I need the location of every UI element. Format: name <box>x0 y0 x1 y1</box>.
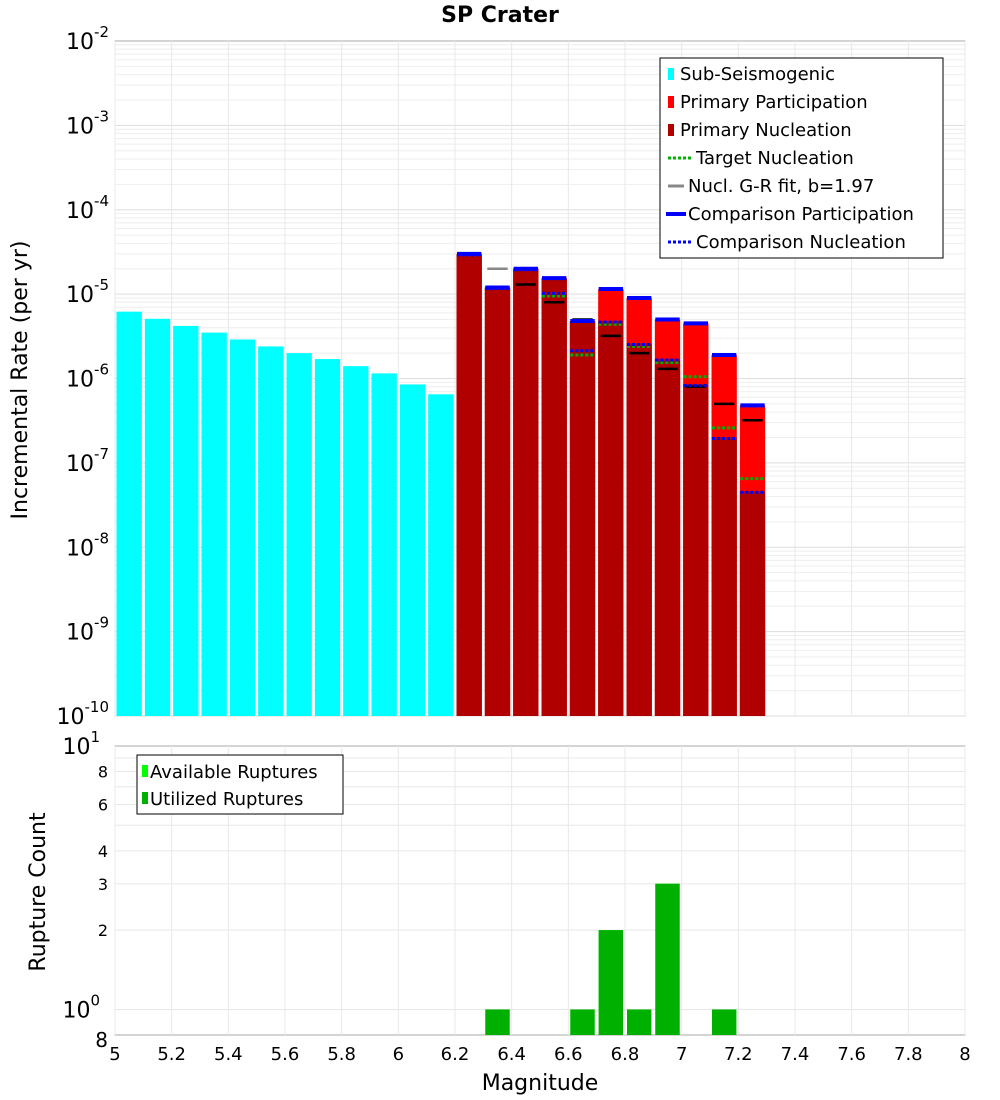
legend-swatch <box>142 792 148 804</box>
rate-legend: Sub-Seismogenic Primary Participation Prim… <box>659 57 944 259</box>
rate-y-axis-label: Incremental Rate (per yr) <box>8 241 33 520</box>
utilized-ruptures-bar <box>655 883 680 1035</box>
sub-seismogenic-bar <box>258 346 284 716</box>
legend-label: Comparison Nucleation <box>696 232 906 253</box>
count-legend: Available Ruptures Utilized Ruptures <box>136 754 344 815</box>
x-tick-label: 5.6 <box>271 1044 300 1065</box>
primary-nucleation-bar <box>711 437 737 716</box>
legend-swatch <box>668 96 674 108</box>
sub-seismogenic-bar <box>229 339 256 716</box>
rate-bars <box>116 253 766 716</box>
count-y-ticks: 8 6 4 3 2 8 101 100 <box>62 728 108 1052</box>
utilized-ruptures-bar <box>485 1009 510 1035</box>
sub-seismogenic-bar <box>286 353 312 716</box>
sub-seismogenic-bar <box>428 394 454 716</box>
x-tick-label: 7.8 <box>894 1044 923 1065</box>
primary-nucleation-bar <box>598 321 624 716</box>
primary-nucleation-bar <box>683 384 709 716</box>
x-tick-label: 6.4 <box>497 1044 526 1065</box>
rate-y-tick-label: 10-5 <box>66 276 109 308</box>
sub-seismogenic-bar <box>343 366 369 716</box>
count-y-tick-label: 2 <box>98 921 108 940</box>
utilized-ruptures-bar <box>598 930 623 1035</box>
rate-legend-box <box>659 57 944 259</box>
primary-nucleation-bar <box>541 278 567 716</box>
count-y-tick-label: 8 <box>98 763 108 782</box>
count-bars <box>485 883 737 1035</box>
primary-nucleation-bar <box>626 343 652 716</box>
x-tick-label: 7 <box>676 1044 687 1065</box>
rate-y-tick-label: 10-4 <box>66 192 109 224</box>
primary-nucleation-bar <box>654 359 681 716</box>
sub-seismogenic-bar <box>116 311 142 716</box>
count-panel: 8 6 4 3 2 8 101 100 5 5.2 5.4 5.6 5.8 6 6.2 6.4 6.6 6.8 7… <box>26 728 971 1096</box>
primary-nucleation-bar <box>513 268 539 716</box>
count-y-tick-label: 101 <box>62 728 100 760</box>
chart-title: SP Crater <box>441 3 559 28</box>
rate-y-tick-label: 10-7 <box>66 445 109 477</box>
count-y-tick-label: 4 <box>98 842 108 861</box>
count-x-ticks: 5 5.2 5.4 5.6 5.8 6 6.2 6.4 6.6 6.8 7 7.2 7.4 7.6 7.8 8 <box>109 1044 970 1065</box>
x-tick-label: 6.6 <box>554 1044 583 1065</box>
count-y-tick-label: 6 <box>98 795 108 814</box>
utilized-ruptures-bar <box>627 1009 652 1035</box>
legend-label: Utilized Ruptures <box>150 789 303 810</box>
rate-y-tick-label: 10-2 <box>66 23 109 55</box>
primary-nucleation-bar <box>569 321 596 716</box>
legend-label: Primary Nucleation <box>680 120 852 141</box>
x-tick-label: 7.2 <box>724 1044 753 1065</box>
rate-y-tick-label: 10-8 <box>66 529 109 561</box>
rate-y-tick-label: 10-6 <box>66 361 109 393</box>
x-tick-label: 6.8 <box>611 1044 640 1065</box>
utilized-ruptures-bar <box>570 1009 595 1035</box>
x-tick-label: 5 <box>109 1044 120 1065</box>
legend-label: Target Nucleation <box>695 148 854 169</box>
count-y-tick-label: 100 <box>62 991 100 1023</box>
x-tick-label: 7.6 <box>837 1044 866 1065</box>
sub-seismogenic-bar <box>201 332 227 716</box>
rate-panel: 10-2 10-3 10-4 10-5 10-6 10-7 10-8 10-9 10-10 In… <box>8 23 966 730</box>
rate-markers <box>457 251 765 494</box>
x-tick-label: 5.2 <box>157 1044 186 1065</box>
x-tick-label: 5.4 <box>214 1044 243 1065</box>
x-tick-label: 7.4 <box>781 1044 810 1065</box>
count-y-tick-label: 8 <box>95 1028 108 1052</box>
legend-swatch <box>142 765 148 777</box>
x-tick-label: 6.2 <box>441 1044 470 1065</box>
x-tick-label: 8 <box>959 1044 970 1065</box>
utilized-ruptures-bar <box>712 1009 737 1035</box>
primary-nucleation-bar <box>456 253 482 716</box>
legend-swatch <box>668 68 674 80</box>
primary-nucleation-bar <box>484 287 511 716</box>
sub-seismogenic-bar <box>173 325 199 716</box>
legend-label: Sub-Seismogenic <box>680 64 835 85</box>
sub-seismogenic-bar <box>371 373 397 716</box>
x-axis-label: Magnitude <box>482 1071 599 1096</box>
rate-y-ticks: 10-2 10-3 10-4 10-5 10-6 10-7 10-8 10-9 10-10 <box>57 23 110 730</box>
legend-label: Comparison Participation <box>688 204 914 225</box>
count-y-axis-label: Rupture Count <box>26 812 51 972</box>
rate-y-tick-label: 10-9 <box>66 614 109 646</box>
legend-label: Nucl. G-R fit, b=1.97 <box>688 176 874 197</box>
count-legend-box <box>136 754 344 815</box>
rate-y-tick-label: 10-10 <box>57 698 110 730</box>
legend-label: Available Ruptures <box>150 762 318 783</box>
legend-swatch <box>668 124 674 136</box>
legend-label: Primary Participation <box>680 92 868 113</box>
sub-seismogenic-bar <box>314 359 341 716</box>
primary-nucleation-bar <box>739 491 766 716</box>
sub-seismogenic-bar <box>399 384 426 716</box>
count-y-tick-label: 3 <box>98 875 108 894</box>
rate-y-tick-label: 10-3 <box>66 107 109 139</box>
x-tick-label: 6 <box>393 1044 404 1065</box>
sub-seismogenic-bar <box>144 318 171 716</box>
x-tick-label: 5.8 <box>327 1044 356 1065</box>
